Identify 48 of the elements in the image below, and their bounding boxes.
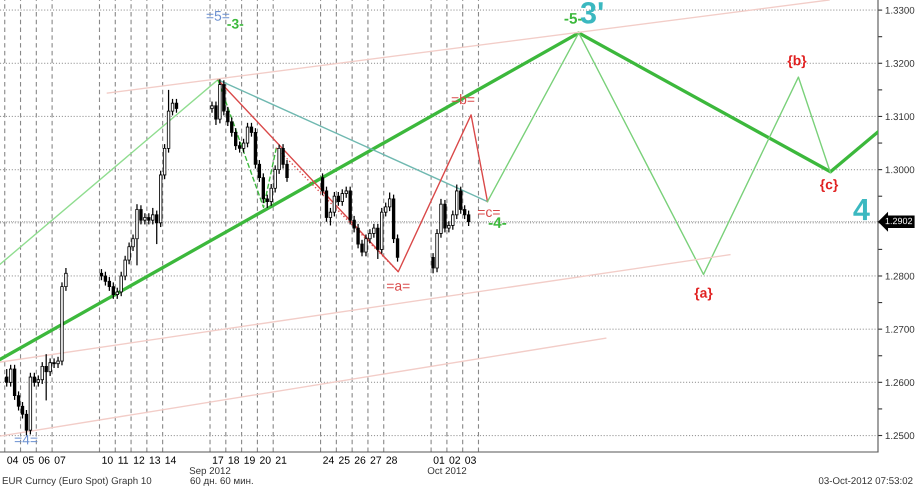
x-tick-label: 13: [150, 456, 160, 464]
x-tick-label: 18: [228, 456, 240, 464]
annotation: -4-: [488, 217, 506, 228]
y-tick-label: 1.2600: [886, 379, 914, 386]
x-tick-label: 19: [244, 456, 255, 464]
annotation: {a}: [694, 288, 713, 301]
x-tick-label: 27: [370, 456, 382, 464]
annotation: =4=: [14, 434, 38, 444]
annotation: =c=: [478, 209, 500, 217]
y-tick-label: 1.2700: [886, 326, 914, 333]
annotation: =5=: [206, 11, 230, 21]
x-tick-label: 12: [134, 456, 144, 464]
x-tick-label: 05: [23, 456, 34, 464]
x-tick-label: 28: [386, 456, 397, 464]
y-tick-label: 1.3000: [886, 166, 914, 174]
annotation: {b}: [788, 55, 806, 68]
x-tick-label: 14: [166, 456, 176, 464]
text: Sep 2012: [190, 467, 230, 476]
x-tick-label: 03: [465, 456, 476, 464]
text: 60 дн. 60 мин.: [190, 477, 253, 486]
x-tick-label: 02: [449, 456, 460, 464]
x-tick-label: 21: [276, 456, 286, 464]
x-tick-label: 20: [260, 456, 271, 464]
x-tick-label: 06: [38, 456, 50, 464]
y-tick-label: 1.3100: [886, 113, 914, 120]
annotation: 3': [580, 2, 603, 24]
y-tick-label: 1.2500: [886, 432, 914, 440]
text: Oct 2012: [428, 467, 466, 474]
x-tick-label: 24: [323, 456, 334, 464]
x-tick-label: 25: [338, 456, 350, 464]
y-tick-label: 1.2800: [886, 272, 914, 280]
text: EUR Curncy (Euro Spot) Graph 10: [2, 476, 152, 486]
x-tick-label: 11: [118, 456, 128, 464]
annotation: -3-: [227, 18, 244, 29]
x-tick-label: 17: [212, 456, 224, 464]
y-tick-label: 1.3200: [886, 60, 914, 67]
x-tick-label: 10: [102, 456, 113, 464]
ref-line-label: 1.2902: [886, 218, 912, 224]
text: 03-Oct-2012 07:53:02: [818, 477, 913, 484]
x-tick-label: 04: [7, 456, 18, 464]
annotation: =a=: [386, 283, 410, 291]
y-tick-label: 1.3300: [886, 6, 914, 14]
x-tick-label: 26: [354, 456, 366, 464]
annotation: 4: [853, 199, 870, 220]
x-tick-label: 01: [434, 456, 444, 464]
x-tick-label: 07: [54, 456, 66, 464]
annotation: -5-: [564, 13, 582, 24]
annotation: {c}: [820, 179, 838, 192]
